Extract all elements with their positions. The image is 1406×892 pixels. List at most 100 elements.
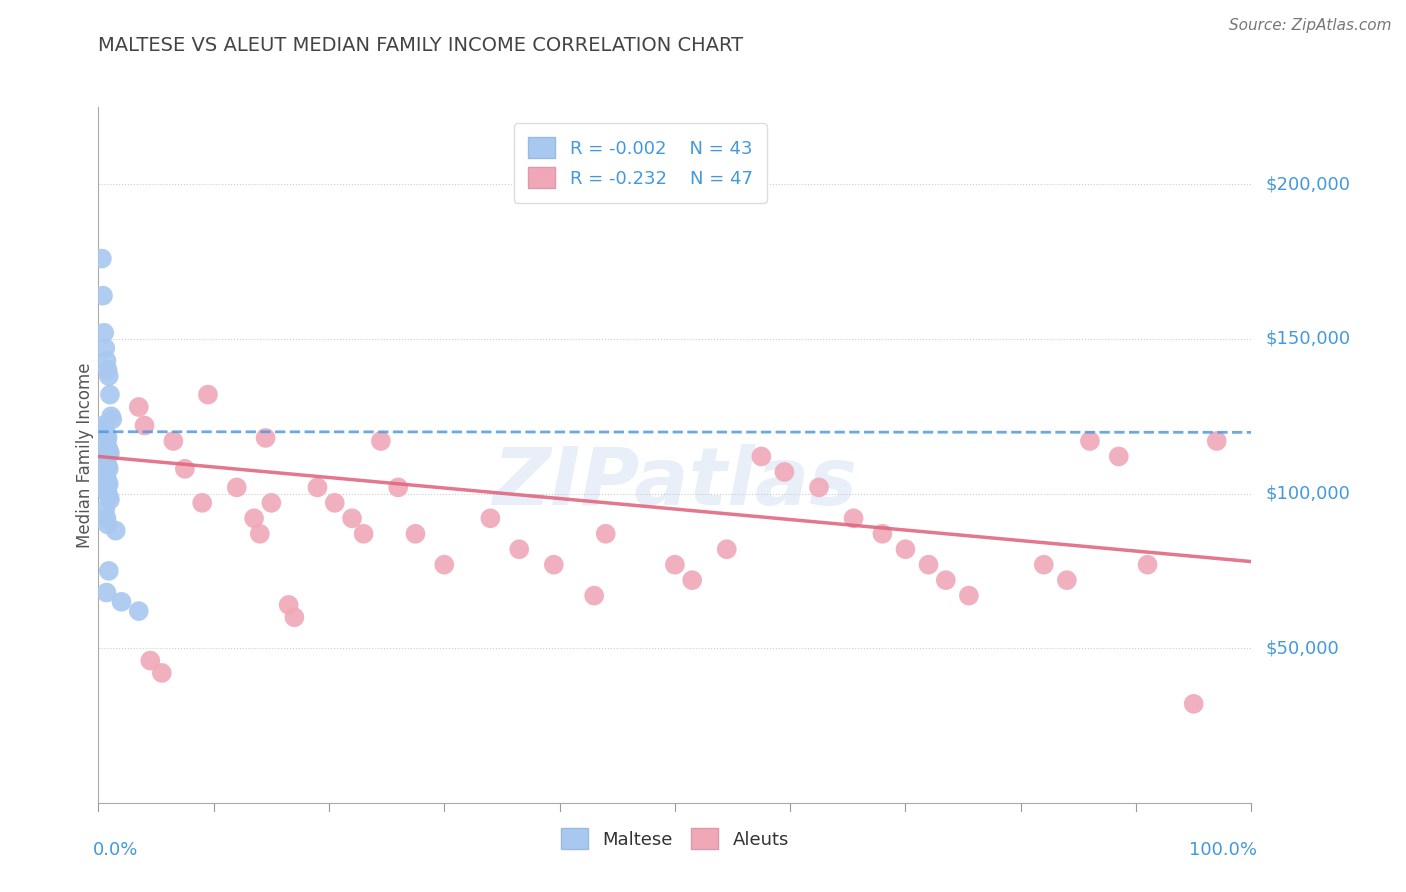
- Point: [353, 526, 375, 541]
- Point: [97, 477, 120, 491]
- Point: [90, 252, 112, 266]
- Point: [751, 450, 773, 464]
- Point: [842, 511, 865, 525]
- Text: 0.0%: 0.0%: [93, 841, 138, 859]
- Point: [191, 496, 214, 510]
- Point: [935, 573, 957, 587]
- Point: [97, 431, 120, 445]
- Point: [128, 604, 150, 618]
- Text: $50,000: $50,000: [1265, 640, 1339, 657]
- Point: [433, 558, 456, 572]
- Point: [93, 326, 115, 340]
- Point: [716, 542, 738, 557]
- Point: [91, 288, 114, 302]
- Point: [94, 480, 117, 494]
- Text: ZIPatlas: ZIPatlas: [492, 443, 858, 522]
- Point: [96, 353, 118, 368]
- Point: [508, 542, 530, 557]
- Point: [1205, 434, 1227, 448]
- Text: $100,000: $100,000: [1265, 484, 1350, 502]
- Point: [872, 526, 894, 541]
- Point: [307, 480, 329, 494]
- Point: [97, 564, 120, 578]
- Point: [139, 654, 162, 668]
- Point: [128, 400, 150, 414]
- Point: [97, 490, 120, 504]
- Legend: Maltese, Aleuts: Maltese, Aleuts: [554, 822, 796, 856]
- Point: [98, 446, 121, 460]
- Point: [97, 474, 120, 488]
- Point: [595, 526, 617, 541]
- Point: [94, 452, 117, 467]
- Point: [543, 558, 565, 572]
- Text: MALTESE VS ALEUT MEDIAN FAMILY INCOME CORRELATION CHART: MALTESE VS ALEUT MEDIAN FAMILY INCOME CO…: [98, 36, 744, 54]
- Point: [93, 465, 115, 479]
- Point: [1136, 558, 1159, 572]
- Point: [97, 363, 120, 377]
- Point: [323, 496, 346, 510]
- Point: [664, 558, 686, 572]
- Point: [97, 443, 120, 458]
- Point: [1056, 573, 1078, 587]
- Point: [110, 595, 132, 609]
- Point: [249, 526, 271, 541]
- Point: [96, 427, 118, 442]
- Point: [197, 387, 219, 401]
- Point: [479, 511, 502, 525]
- Point: [1108, 450, 1130, 464]
- Point: [94, 468, 117, 483]
- Y-axis label: Median Family Income: Median Family Income: [76, 362, 94, 548]
- Point: [96, 511, 118, 525]
- Point: [97, 462, 120, 476]
- Point: [96, 471, 118, 485]
- Point: [97, 458, 120, 473]
- Point: [150, 665, 173, 680]
- Point: [101, 412, 124, 426]
- Point: [96, 456, 118, 470]
- Point: [277, 598, 299, 612]
- Point: [94, 341, 117, 355]
- Point: [773, 465, 796, 479]
- Point: [162, 434, 184, 448]
- Point: [100, 409, 122, 424]
- Text: $200,000: $200,000: [1265, 176, 1350, 194]
- Point: [340, 511, 363, 525]
- Point: [917, 558, 939, 572]
- Point: [96, 585, 118, 599]
- Point: [405, 526, 427, 541]
- Point: [96, 483, 118, 498]
- Point: [134, 418, 156, 433]
- Point: [104, 524, 127, 538]
- Point: [387, 480, 409, 494]
- Point: [243, 511, 266, 525]
- Point: [98, 492, 121, 507]
- Point: [93, 450, 115, 464]
- Point: [94, 434, 117, 448]
- Point: [174, 462, 197, 476]
- Point: [370, 434, 392, 448]
- Point: [97, 369, 120, 384]
- Point: [225, 480, 247, 494]
- Point: [98, 387, 121, 401]
- Point: [957, 589, 980, 603]
- Point: [1032, 558, 1054, 572]
- Text: $150,000: $150,000: [1265, 330, 1350, 348]
- Text: Source: ZipAtlas.com: Source: ZipAtlas.com: [1229, 18, 1392, 33]
- Point: [808, 480, 831, 494]
- Point: [283, 610, 305, 624]
- Point: [91, 418, 114, 433]
- Point: [583, 589, 606, 603]
- Point: [1182, 697, 1205, 711]
- Point: [1078, 434, 1101, 448]
- Point: [93, 422, 115, 436]
- Point: [97, 440, 120, 454]
- Point: [97, 517, 120, 532]
- Point: [96, 437, 118, 451]
- Point: [894, 542, 917, 557]
- Point: [94, 425, 117, 439]
- Point: [97, 486, 120, 500]
- Point: [254, 431, 277, 445]
- Text: 100.0%: 100.0%: [1189, 841, 1257, 859]
- Point: [260, 496, 283, 510]
- Point: [94, 502, 117, 516]
